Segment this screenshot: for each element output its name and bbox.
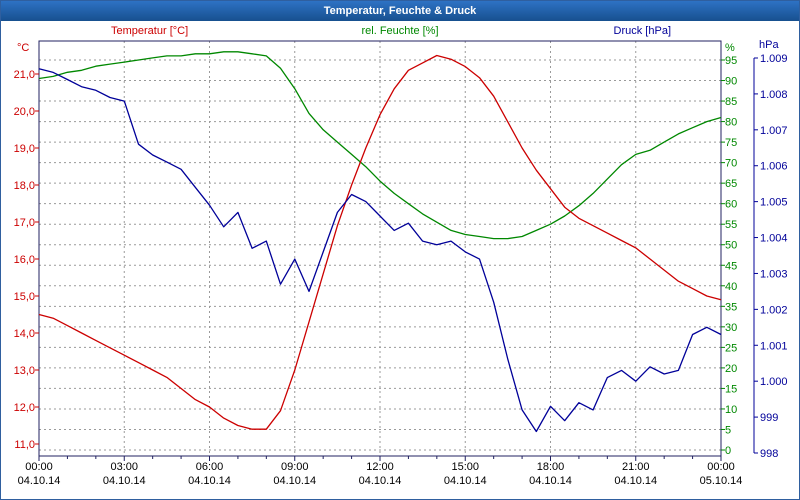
humidity-tick-label: 80 <box>725 117 737 129</box>
pressure-tick-label: 999 <box>760 412 778 424</box>
humidity-tick-label: 50 <box>725 240 737 252</box>
humidity-tick-label: 95 <box>725 55 737 67</box>
plot-border <box>38 40 722 457</box>
pressure-tick-label: 1.000 <box>760 376 788 388</box>
x-tick-time-label: 18:00 <box>537 461 565 473</box>
series-line-humidity <box>38 51 722 240</box>
temp-tick-label: 21,0 <box>14 69 35 81</box>
temp-tick-label: 18,0 <box>14 180 35 192</box>
pressure-tick-label: 1.001 <box>760 340 788 352</box>
pressure-tick-label: 1.003 <box>760 268 788 280</box>
x-tick-date-label: 04.10.14 <box>444 475 487 487</box>
x-tick-time-label: 00:00 <box>707 461 735 473</box>
window-title: Temperatur, Feuchte & Druck <box>323 5 477 17</box>
x-tick-time-label: 00:00 <box>25 461 53 473</box>
legend-humidity: rel. Feuchte [%] <box>361 25 439 37</box>
pressure-tick-label: 998 <box>760 448 778 460</box>
x-tick-date-label: 04.10.14 <box>529 475 572 487</box>
legend-temperature: Temperatur [°C] <box>111 25 189 37</box>
humidity-tick-label: 75 <box>725 137 737 149</box>
x-tick-time-label: 09:00 <box>281 461 309 473</box>
pressure-tick-label: 1.006 <box>760 161 788 173</box>
humidity-axis-unit: % <box>725 42 735 54</box>
pressure-tick-label: 1.005 <box>760 197 788 209</box>
x-tick-date-label: 04.10.14 <box>18 475 61 487</box>
temp-tick-label: 20,0 <box>14 106 35 118</box>
humidity-tick-label: 30 <box>725 322 737 334</box>
temp-tick-label: 13,0 <box>14 365 35 377</box>
pressure-tick-label: 1.002 <box>760 304 788 316</box>
pressure-tick-label: 1.004 <box>760 233 788 245</box>
series-line-pressure <box>38 68 722 433</box>
humidity-tick-label: 5 <box>725 424 731 436</box>
humidity-tick-label: 90 <box>725 76 737 88</box>
temp-axis-unit: °C <box>17 42 30 54</box>
window-title-bar: Temperatur, Feuchte & Druck <box>1 1 799 21</box>
humidity-tick-label: 15 <box>725 383 737 395</box>
x-tick-date-label: 04.10.14 <box>103 475 146 487</box>
humidity-tick-label: 20 <box>725 363 737 375</box>
x-tick-date-label: 04.10.14 <box>614 475 657 487</box>
pressure-tick-label: 1.007 <box>760 125 788 137</box>
temp-tick-label: 14,0 <box>14 328 35 340</box>
x-tick-date-label: 04.10.14 <box>273 475 316 487</box>
humidity-tick-label: 40 <box>725 281 737 293</box>
humidity-tick-label: 45 <box>725 260 737 272</box>
x-tick-time-label: 21:00 <box>622 461 650 473</box>
x-tick-time-label: 06:00 <box>196 461 224 473</box>
x-tick-date-label: 04.10.14 <box>359 475 402 487</box>
temp-tick-label: 17,0 <box>14 217 35 229</box>
humidity-tick-label: 35 <box>725 301 737 313</box>
pressure-tick-label: 1.008 <box>760 89 788 101</box>
humidity-tick-label: 70 <box>725 158 737 170</box>
temp-tick-label: 11,0 <box>14 439 35 451</box>
humidity-tick-label: 10 <box>725 404 737 416</box>
series-line-temperature <box>38 54 722 430</box>
legend-pressure: Druck [hPa] <box>613 25 671 37</box>
pressure-axis-unit: hPa <box>759 39 779 51</box>
x-tick-time-label: 15:00 <box>451 461 479 473</box>
humidity-tick-label: 60 <box>725 199 737 211</box>
x-tick-time-label: 03:00 <box>110 461 138 473</box>
humidity-tick-label: 85 <box>725 96 737 108</box>
x-tick-date-label: 05.10.14 <box>700 475 743 487</box>
humidity-tick-label: 25 <box>725 342 737 354</box>
humidity-tick-label: 55 <box>725 219 737 231</box>
pressure-tick-label: 1.009 <box>760 53 788 65</box>
humidity-tick-label: 65 <box>725 178 737 190</box>
x-tick-date-label: 04.10.14 <box>188 475 231 487</box>
x-tick-time-label: 12:00 <box>366 461 394 473</box>
humidity-tick-label: 0 <box>725 445 731 457</box>
temp-tick-label: 12,0 <box>14 402 35 414</box>
temp-tick-label: 16,0 <box>14 254 35 266</box>
temp-tick-label: 19,0 <box>14 143 35 155</box>
temp-tick-label: 15,0 <box>14 291 35 303</box>
